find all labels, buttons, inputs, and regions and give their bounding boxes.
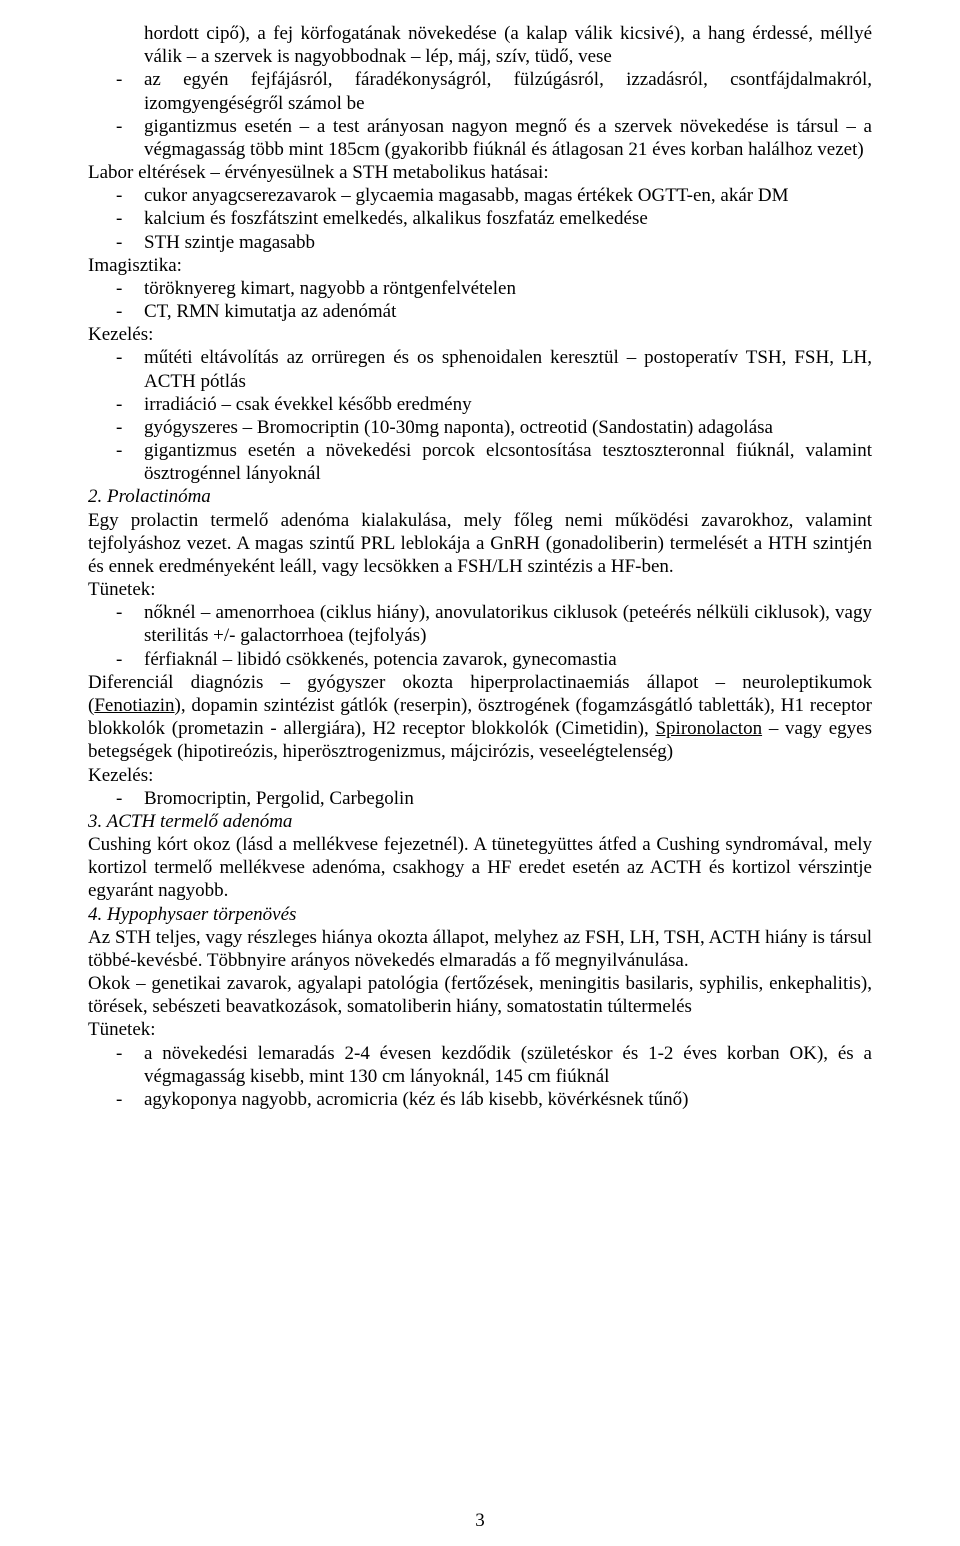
bullet-list: az egyén fejfájásról, fáradékonyságról, … [88, 68, 872, 161]
bullet-list: töröknyereg kimart, nagyobb a röntgenfel… [88, 277, 872, 323]
list-text: CT, RMN kimutatja az adenómát [144, 301, 396, 322]
list-text: agykoponya nagyobb, acromicria (kéz és l… [144, 1089, 689, 1110]
list-text: férfiaknál – libidó csökkenés, potencia … [144, 649, 617, 670]
bullet-list: műtéti eltávolítás az orrüregen és os sp… [88, 346, 872, 485]
list-item: cukor anyagcserezavarok – glycaemia maga… [88, 184, 872, 207]
section-label: Kezelés: [88, 323, 872, 346]
continuation-block: hordott cipő), a fej körfogatának növeke… [88, 22, 872, 161]
section-heading: 3. ACTH termelő adenóma [88, 810, 872, 833]
list-item: a növekedési lemaradás 2-4 évesen kezdőd… [88, 1042, 872, 1088]
document-page: // (placeholder — real list rendered bel… [0, 0, 960, 1546]
list-item: CT, RMN kimutatja az adenómát [88, 300, 872, 323]
underlined-term: Fenotiazin [94, 695, 174, 716]
section-label: Imagisztika: [88, 254, 872, 277]
list-text: cukor anyagcserezavarok – glycaemia maga… [144, 185, 789, 206]
paragraph-text: Egy prolactin termelő adenóma kialakulás… [88, 509, 872, 579]
bullet-list: nőknél – amenorrhoea (ciklus hiány), ano… [88, 601, 872, 671]
section-label: Labor eltérések – érvényesülnek a STH me… [88, 161, 872, 184]
list-item: töröknyereg kimart, nagyobb a röntgenfel… [88, 277, 872, 300]
list-item: gigantizmus esetén – a test arányosan na… [88, 115, 872, 161]
section-label: Kezelés: [88, 764, 872, 787]
list-text: az egyén fejfájásról, fáradékonyságról, … [144, 69, 872, 113]
list-text: STH szintje magasabb [144, 232, 315, 253]
list-item: Bromocriptin, Pergolid, Carbegolin [88, 787, 872, 810]
list-text: gigantizmus esetén a növekedési porcok e… [144, 440, 872, 484]
list-item: kalcium és foszfátszint emelkedés, alkal… [88, 207, 872, 230]
section-label: Tünetek: [88, 1018, 872, 1041]
list-text: gyógyszeres – Bromocriptin (10-30mg napo… [144, 417, 773, 438]
paragraph-text: Diferenciál diagnózis – gyógyszer okozta… [88, 671, 872, 764]
list-text: irradiáció – csak évekkel később eredmén… [144, 394, 472, 415]
list-item: az egyén fejfájásról, fáradékonyságról, … [88, 68, 872, 114]
list-item: STH szintje magasabb [88, 231, 872, 254]
list-text: töröknyereg kimart, nagyobb a röntgenfel… [144, 278, 516, 299]
list-text: a növekedési lemaradás 2-4 évesen kezdőd… [144, 1043, 872, 1087]
list-item: műtéti eltávolítás az orrüregen és os sp… [88, 346, 872, 392]
paragraph-text: hordott cipő), a fej körfogatának növeke… [88, 22, 872, 68]
list-item: gigantizmus esetén a növekedési porcok e… [88, 439, 872, 485]
list-item: gyógyszeres – Bromocriptin (10-30mg napo… [88, 416, 872, 439]
list-text: kalcium és foszfátszint emelkedés, alkal… [144, 208, 648, 229]
bullet-list: Bromocriptin, Pergolid, Carbegolin [88, 787, 872, 810]
bullet-list: a növekedési lemaradás 2-4 évesen kezdőd… [88, 1042, 872, 1112]
paragraph-text: Okok – genetikai zavarok, agyalapi patol… [88, 972, 872, 1018]
list-item: agykoponya nagyobb, acromicria (kéz és l… [88, 1088, 872, 1111]
list-text: műtéti eltávolítás az orrüregen és os sp… [144, 347, 872, 391]
list-text: Bromocriptin, Pergolid, Carbegolin [144, 788, 414, 809]
list-item: nőknél – amenorrhoea (ciklus hiány), ano… [88, 601, 872, 647]
list-item: irradiáció – csak évekkel később eredmén… [88, 393, 872, 416]
list-text: gigantizmus esetén – a test arányosan na… [144, 116, 872, 160]
page-number: 3 [0, 1509, 960, 1532]
paragraph-text: Az STH teljes, vagy részleges hiánya oko… [88, 926, 872, 972]
list-item: férfiaknál – libidó csökkenés, potencia … [88, 648, 872, 671]
underlined-term: Spironolacton [655, 718, 762, 739]
section-heading: 2. Prolactinóma [88, 485, 872, 508]
section-heading: 4. Hypophysaer törpenövés [88, 903, 872, 926]
section-label: Tünetek: [88, 578, 872, 601]
paragraph-text: Cushing kórt okoz (lásd a mellékvese fej… [88, 833, 872, 903]
bullet-list: cukor anyagcserezavarok – glycaemia maga… [88, 184, 872, 254]
list-text: nőknél – amenorrhoea (ciklus hiány), ano… [144, 602, 872, 646]
